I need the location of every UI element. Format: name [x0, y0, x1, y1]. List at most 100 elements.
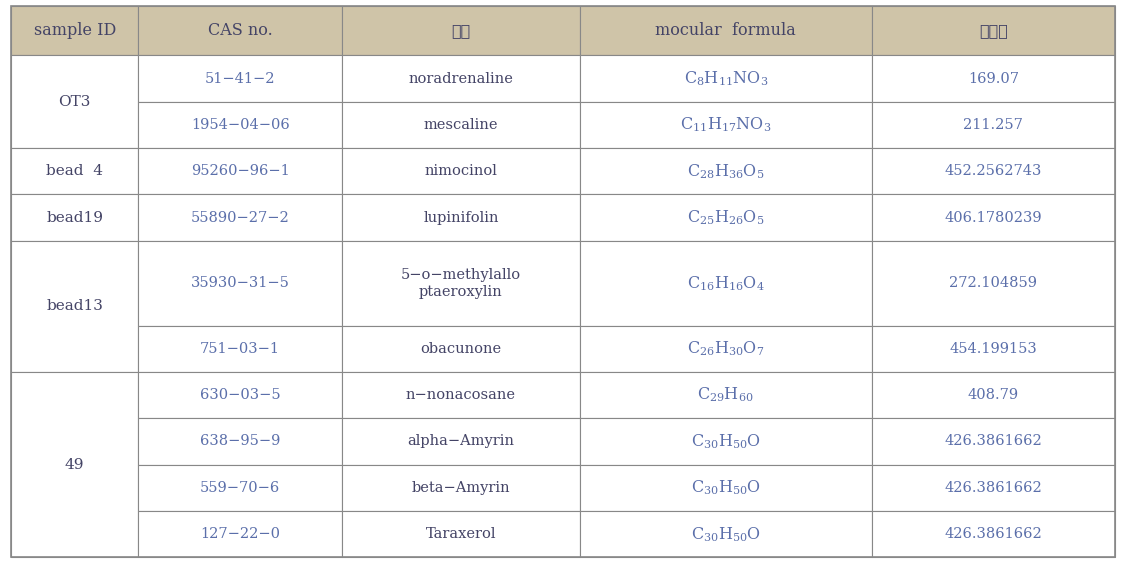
Text: OT3: OT3 — [59, 95, 91, 109]
Text: 49: 49 — [65, 458, 84, 472]
Bar — [872, 148, 1115, 194]
Bar — [580, 148, 872, 194]
Text: $\mathregular{C_{16}H_{16}O_4}$: $\mathregular{C_{16}H_{16}O_4}$ — [687, 274, 765, 293]
Bar — [138, 464, 342, 511]
Text: 426.3861662: 426.3861662 — [945, 481, 1043, 495]
Text: 426.3861662: 426.3861662 — [945, 435, 1043, 449]
Text: n−nonacosane: n−nonacosane — [406, 388, 516, 402]
Bar — [11, 6, 138, 55]
Bar — [872, 511, 1115, 557]
Bar — [342, 148, 580, 194]
Bar — [138, 148, 342, 194]
Text: 751−03−1: 751−03−1 — [200, 342, 280, 356]
Text: $\mathregular{C_{29}H_{60}}$: $\mathregular{C_{29}H_{60}}$ — [697, 386, 754, 404]
Text: beta−Amyrin: beta−Amyrin — [412, 481, 510, 495]
Text: 406.1780239: 406.1780239 — [945, 211, 1043, 225]
Bar — [11, 194, 138, 241]
Text: 169.07: 169.07 — [968, 72, 1019, 86]
Text: 452.2562743: 452.2562743 — [945, 164, 1042, 178]
Bar — [580, 372, 872, 418]
Text: 127−22−0: 127−22−0 — [200, 527, 280, 541]
Bar — [580, 6, 872, 55]
Text: 630−03−5: 630−03−5 — [200, 388, 280, 402]
Bar — [342, 241, 580, 325]
Bar — [342, 325, 580, 372]
Text: 성분: 성분 — [452, 22, 471, 39]
Text: 35930−31−5: 35930−31−5 — [190, 276, 289, 290]
Bar — [872, 464, 1115, 511]
Bar — [342, 6, 580, 55]
Text: 559−70−6: 559−70−6 — [200, 481, 280, 495]
Bar — [580, 102, 872, 148]
Bar — [872, 325, 1115, 372]
Bar — [138, 102, 342, 148]
Bar — [138, 55, 342, 102]
Text: 5−o−methylallo
ptaeroxylin: 5−o−methylallo ptaeroxylin — [401, 267, 521, 299]
Text: 1954−04−06: 1954−04−06 — [191, 118, 289, 132]
Bar — [138, 6, 342, 55]
Text: 211.257: 211.257 — [964, 118, 1024, 132]
Text: 95260−96−1: 95260−96−1 — [191, 164, 289, 178]
Text: obacunone: obacunone — [420, 342, 501, 356]
Bar — [580, 325, 872, 372]
Text: $\mathregular{C_{30}H_{50}O}$: $\mathregular{C_{30}H_{50}O}$ — [690, 479, 761, 497]
Bar — [138, 194, 342, 241]
Text: alpha−Amyrin: alpha−Amyrin — [408, 435, 515, 449]
Bar — [580, 418, 872, 464]
Bar — [580, 464, 872, 511]
Bar — [342, 194, 580, 241]
Text: 55890−27−2: 55890−27−2 — [191, 211, 289, 225]
Text: $\mathregular{C_{11}H_{17}NO_3}$: $\mathregular{C_{11}H_{17}NO_3}$ — [680, 115, 771, 134]
Text: 51−41−2: 51−41−2 — [205, 72, 276, 86]
Text: 426.3861662: 426.3861662 — [945, 527, 1043, 541]
Bar — [580, 241, 872, 325]
Text: $\mathregular{C_{30}H_{50}O}$: $\mathregular{C_{30}H_{50}O}$ — [690, 432, 761, 451]
Bar — [342, 418, 580, 464]
Text: CAS no.: CAS no. — [208, 22, 272, 39]
Bar — [872, 55, 1115, 102]
Text: 272.104859: 272.104859 — [949, 276, 1037, 290]
Bar — [138, 418, 342, 464]
Bar — [11, 55, 138, 148]
Text: mocular  formula: mocular formula — [655, 22, 796, 39]
Text: $\mathregular{C_{30}H_{50}O}$: $\mathregular{C_{30}H_{50}O}$ — [690, 525, 761, 543]
Text: sample ID: sample ID — [34, 22, 116, 39]
Bar — [872, 372, 1115, 418]
Text: $\mathregular{C_{28}H_{36}O_5}$: $\mathregular{C_{28}H_{36}O_5}$ — [687, 162, 765, 181]
Text: $\mathregular{C_{26}H_{30}O_7}$: $\mathregular{C_{26}H_{30}O_7}$ — [687, 339, 765, 358]
Bar — [872, 102, 1115, 148]
Text: 638−95−9: 638−95−9 — [200, 435, 280, 449]
Text: $\mathregular{C_8H_{11}NO_3}$: $\mathregular{C_8H_{11}NO_3}$ — [683, 69, 768, 88]
Bar — [580, 194, 872, 241]
Text: noradrenaline: noradrenaline — [409, 72, 513, 86]
Text: 454.199153: 454.199153 — [949, 342, 1037, 356]
Bar — [580, 55, 872, 102]
Bar — [872, 241, 1115, 325]
Text: bead19: bead19 — [46, 211, 104, 225]
Text: 분자량: 분자량 — [978, 22, 1008, 39]
Text: bead13: bead13 — [46, 300, 104, 314]
Bar — [872, 194, 1115, 241]
Bar — [138, 372, 342, 418]
Bar — [138, 241, 342, 325]
Bar — [872, 6, 1115, 55]
Bar — [342, 372, 580, 418]
Text: bead  4: bead 4 — [46, 164, 104, 178]
Bar — [11, 372, 138, 557]
Bar — [580, 511, 872, 557]
Bar — [872, 418, 1115, 464]
Text: mescaline: mescaline — [423, 118, 498, 132]
Bar — [138, 325, 342, 372]
Text: $\mathregular{C_{25}H_{26}O_5}$: $\mathregular{C_{25}H_{26}O_5}$ — [687, 208, 765, 227]
Bar — [11, 148, 138, 194]
Text: 408.79: 408.79 — [967, 388, 1019, 402]
Bar — [342, 511, 580, 557]
Bar — [342, 102, 580, 148]
Bar — [342, 55, 580, 102]
Text: lupinifolin: lupinifolin — [423, 211, 499, 225]
Bar — [11, 241, 138, 372]
Bar — [342, 464, 580, 511]
Text: Taraxerol: Taraxerol — [426, 527, 497, 541]
Text: nimocinol: nimocinol — [425, 164, 498, 178]
Bar — [138, 511, 342, 557]
